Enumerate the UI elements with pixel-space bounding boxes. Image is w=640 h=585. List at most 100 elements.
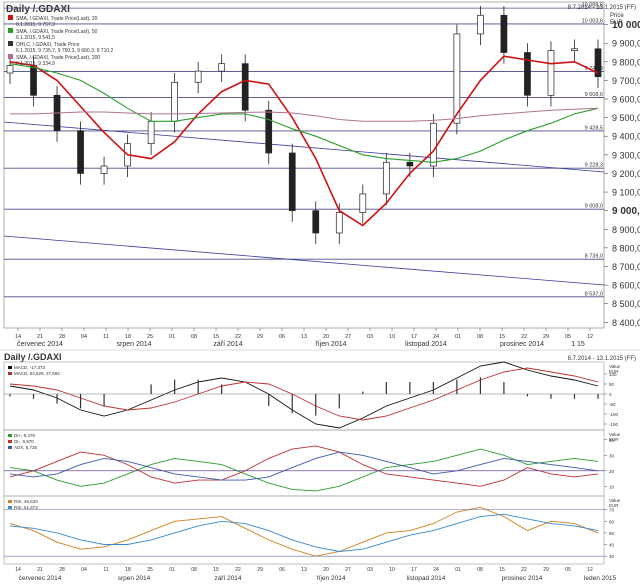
y-tick-label: 40 — [609, 543, 615, 548]
x-tick-label: 08 — [477, 567, 483, 573]
candle-body — [30, 65, 37, 96]
month-label: listopad 2014 — [407, 575, 446, 582]
y-tick-label: Value — [609, 498, 621, 503]
x-tick-label: 10 — [389, 334, 395, 340]
x-tick-label: 10 — [389, 567, 395, 573]
indicator-line — [9, 513, 599, 552]
legend-swatch — [8, 500, 12, 503]
indicator-line — [9, 367, 599, 421]
candle-body — [241, 63, 249, 111]
indicator-line — [9, 451, 599, 481]
main-y-axis: 10 000,0 9 900,0 9 800,0 9 700,0 9 600,0 9 50… — [604, 20, 640, 328]
x-tick-label: 20 — [323, 567, 329, 573]
y-tick-label: 9 300,0 — [612, 150, 640, 160]
y-tick-label: 8 400,0 — [612, 318, 640, 328]
x-tick-label: 21 — [37, 567, 43, 573]
x-tick-label: 01 — [455, 334, 461, 340]
x-tick-label: 13 — [301, 567, 307, 573]
y-tick-label: 8 900,0 — [612, 225, 640, 235]
x-tick-label: 01 — [169, 567, 175, 573]
candle-body — [194, 70, 202, 83]
y-tick-label: -150 — [609, 422, 619, 427]
month-label: říjen 2014 — [315, 341, 346, 348]
month-label: srpen 2014 — [116, 341, 151, 348]
legend-line1: SMA, /.GDAXI, Trade Price(Last), 200 — [16, 55, 100, 61]
candle-body — [500, 14, 508, 53]
candle-body — [524, 52, 531, 96]
month-label: prosinec 2014 — [500, 341, 544, 348]
x-tick-label: 14 — [15, 334, 21, 340]
candle-body — [359, 193, 367, 213]
month-label: 1 15 — [571, 341, 585, 348]
y-tick-label: Value — [609, 432, 621, 437]
y-tick-label: 20 — [609, 469, 615, 474]
indicator-line — [9, 445, 599, 487]
level-label: 9 228,3 — [585, 163, 603, 169]
x-tick-label: 25 — [147, 334, 153, 340]
legend-line2: 6.1.2015, 9 735,7, 9 750,3, 9 660,3, 9 7… — [16, 48, 114, 54]
legend-label: RSI, 51,673 — [14, 505, 38, 510]
month-label: leden 2015 — [584, 575, 617, 582]
month-label: listopad 2014 — [405, 341, 447, 348]
candle-body — [477, 14, 484, 35]
candle-body — [171, 81, 178, 122]
sma-line — [9, 55, 599, 227]
x-tick-label: 22 — [521, 334, 527, 340]
sma-line — [9, 63, 599, 163]
y-tick-label: 70 — [609, 508, 615, 513]
y-tick-label: 9 800,0 — [612, 57, 640, 67]
rsi-panel-frame — [3, 495, 605, 565]
x-tick-label: 06 — [279, 567, 285, 573]
legend-label: DI-, 9,970 — [14, 439, 34, 444]
main-title: Daily /.GDAXI — [6, 4, 70, 15]
y-tick-label: 100 — [609, 372, 617, 377]
price-caption: Price — [610, 13, 624, 19]
x-tick-label: 13 — [301, 334, 307, 340]
x-tick-label: 18 — [125, 334, 131, 340]
macd-panel-frame — [3, 361, 605, 431]
y-tick-label: 9 500,0 — [612, 113, 640, 123]
level-label: 10 003,6 — [582, 18, 603, 24]
candle-body — [147, 120, 155, 145]
y-tick-label: EUR — [609, 369, 619, 374]
candle-body — [406, 161, 414, 167]
legend-swatch — [8, 440, 12, 443]
x-tick-label: 08 — [477, 334, 483, 340]
month-label: říjen 2014 — [317, 575, 346, 582]
legend-label: MACD, 53,629, 37,692 — [14, 371, 60, 376]
x-tick-label: 03 — [367, 567, 373, 573]
x-tick-label: 21 — [37, 334, 43, 340]
candle-body — [571, 48, 578, 52]
x-tick-label: 11 — [103, 567, 108, 573]
trend-lines — [3, 121, 605, 286]
x-tick-label: 08 — [191, 334, 197, 340]
x-tick-label: 15 — [213, 567, 219, 573]
x-tick-label: 22 — [235, 567, 241, 573]
currency-caption: EUR — [610, 20, 623, 26]
x-tick-label: 29 — [543, 567, 549, 573]
candle-body — [430, 122, 437, 167]
y-tick-label: -50 — [609, 402, 616, 407]
level-label: 9 008,0 — [585, 204, 603, 210]
y-tick-label: 50 — [609, 382, 615, 387]
x-tick-label: 29 — [257, 334, 263, 340]
x-tick-label: 24 — [433, 567, 439, 573]
candle-body — [594, 48, 602, 78]
x-tick-label: 27 — [345, 334, 351, 340]
y-tick-label: EUR — [609, 503, 619, 508]
x-tick-label: 27 — [345, 567, 351, 573]
candle-body — [77, 130, 84, 174]
legend-line1: SMA, /.GDAXI, Trade Price(Last), 20 — [16, 16, 98, 22]
month-label: září 2014 — [213, 341, 242, 348]
legend-line1: OHLC, /.GDAXI, Trade Price — [16, 42, 80, 48]
x-tick-label: 05 — [565, 334, 571, 340]
x-tick-label: 25 — [147, 567, 153, 573]
sub-date-range: 8.7.2014 - 13.1.2015 (FF) — [568, 356, 636, 362]
x-tick-label: 05 — [565, 567, 571, 573]
trend-line — [3, 121, 605, 173]
y-tick-label: 8 700,0 — [612, 262, 640, 272]
